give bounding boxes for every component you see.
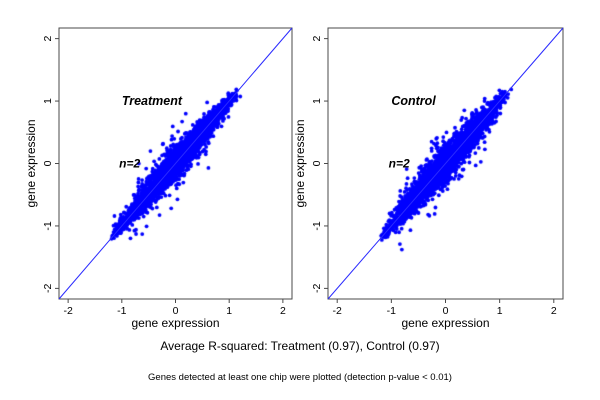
y-tick-label: 2 bbox=[42, 36, 54, 42]
y-tick-label: 1 bbox=[42, 98, 54, 104]
y-axis-ticks: -2 -1 0 1 2 bbox=[42, 36, 59, 293]
x-tick-label: -1 bbox=[387, 305, 396, 317]
x-axis-label: gene expression bbox=[401, 316, 489, 330]
y-tick-label: 0 bbox=[42, 160, 54, 166]
n-annotation: n=2 bbox=[389, 157, 410, 171]
identity-line bbox=[327, 27, 564, 300]
y-tick-label: 2 bbox=[311, 36, 323, 42]
x-tick-label: 1 bbox=[497, 305, 503, 317]
panel-title: Treatment bbox=[122, 94, 183, 108]
x-tick-label: 2 bbox=[280, 305, 286, 317]
x-axis-label: gene expression bbox=[131, 316, 219, 330]
x-axis-ticks: -2 -1 0 1 2 bbox=[63, 299, 286, 317]
x-tick-label: 1 bbox=[226, 305, 232, 317]
caption: Average R-squared: Treatment (0.97), Con… bbox=[160, 339, 439, 353]
y-tick-label: -1 bbox=[311, 221, 323, 230]
n-annotation: n=2 bbox=[119, 157, 140, 171]
identity-line bbox=[58, 27, 293, 300]
x-tick-label: 2 bbox=[551, 305, 557, 317]
y-tick-label: -2 bbox=[42, 284, 54, 293]
x-tick-label: -2 bbox=[63, 305, 72, 317]
y-tick-label: 0 bbox=[311, 160, 323, 166]
y-axis-label: gene expression bbox=[24, 119, 38, 207]
footnote: Genes detected at least one chip were pl… bbox=[148, 372, 452, 383]
x-tick-label: -1 bbox=[117, 305, 126, 317]
panel-title: Control bbox=[391, 94, 436, 108]
y-axis-label: gene expression bbox=[293, 119, 307, 207]
panel-control: -2 -1 0 1 2 -2 -1 0 1 2 gene expression gene exp… bbox=[293, 27, 564, 330]
x-tick-label: 0 bbox=[173, 305, 179, 317]
x-axis-ticks: -2 -1 0 1 2 bbox=[333, 299, 557, 317]
panel-treatment: -2 -1 0 1 2 -2 -1 0 1 2 gene expression gene exp… bbox=[24, 27, 293, 330]
y-tick-label: -1 bbox=[42, 221, 54, 230]
y-tick-label: -2 bbox=[311, 284, 323, 293]
y-tick-label: 1 bbox=[311, 98, 323, 104]
x-tick-label: 0 bbox=[443, 305, 449, 317]
y-axis-ticks: -2 -1 0 1 2 bbox=[311, 36, 328, 293]
x-tick-label: -2 bbox=[333, 305, 342, 317]
